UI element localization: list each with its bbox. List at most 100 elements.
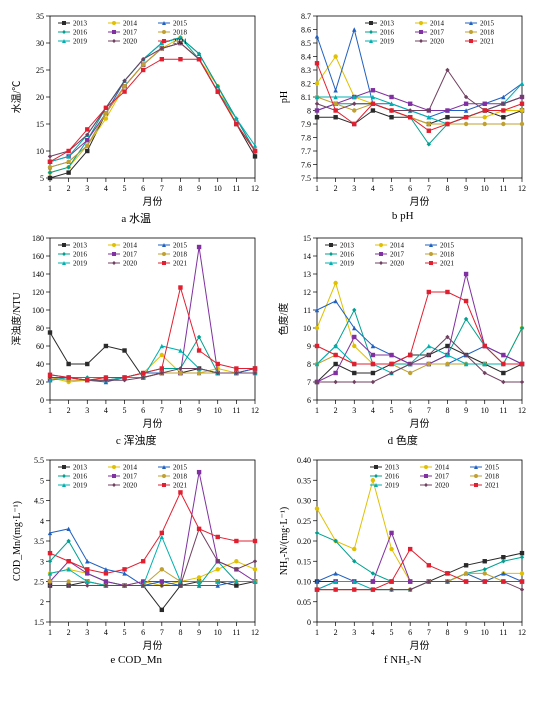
svg-text:9: 9 [307,342,311,351]
svg-text:2017: 2017 [123,29,138,37]
svg-text:35: 35 [36,12,44,21]
svg-text:浑浊度/NTU: 浑浊度/NTU [10,292,23,346]
svg-text:20: 20 [36,378,44,387]
svg-text:2013: 2013 [385,464,400,472]
svg-text:2013: 2013 [380,20,395,28]
svg-text:0.10: 0.10 [297,578,311,587]
svg-text:2021: 2021 [173,38,188,46]
svg-text:2017: 2017 [435,473,450,481]
svg-text:2: 2 [333,184,337,193]
svg-text:2014: 2014 [123,242,138,250]
svg-text:11: 11 [499,628,507,637]
svg-text:1: 1 [315,628,319,637]
svg-text:1: 1 [315,406,319,415]
svg-text:2015: 2015 [173,242,188,250]
caption-a: a 水温 [8,210,265,226]
svg-text:4: 4 [104,628,108,637]
svg-text:3: 3 [352,628,356,637]
svg-text:月份: 月份 [409,196,429,208]
svg-text:2.5: 2.5 [34,578,44,587]
svg-text:月份: 月份 [143,196,163,208]
svg-text:月份: 月份 [143,418,163,430]
svg-text:9: 9 [197,184,201,193]
svg-text:1: 1 [48,406,52,415]
svg-text:水温/℃: 水温/℃ [11,81,23,114]
svg-text:2: 2 [67,406,71,415]
svg-text:4: 4 [40,517,44,526]
svg-text:2020: 2020 [123,260,138,268]
svg-text:4.5: 4.5 [34,497,44,506]
svg-text:10: 10 [480,184,488,193]
svg-text:1.5: 1.5 [34,618,44,627]
svg-text:2017: 2017 [430,29,445,37]
svg-text:120: 120 [32,288,44,297]
svg-text:7.9: 7.9 [301,120,311,129]
svg-text:2019: 2019 [385,482,400,490]
svg-text:7: 7 [160,628,164,637]
svg-text:8.7: 8.7 [301,12,311,21]
svg-text:2013: 2013 [73,242,88,250]
svg-text:11: 11 [233,184,241,193]
svg-text:10: 10 [480,406,488,415]
svg-text:2: 2 [40,598,44,607]
svg-text:2: 2 [67,628,71,637]
svg-text:5: 5 [123,184,127,193]
svg-text:COD_Mn/(mg·L⁻¹): COD_Mn/(mg·L⁻¹) [12,501,23,581]
svg-text:1: 1 [48,184,52,193]
svg-text:14: 14 [303,252,311,261]
panel-e: 1.522.533.544.555.5123456789101112月份COD_… [8,452,265,670]
svg-text:4: 4 [370,406,374,415]
svg-text:20: 20 [36,93,44,102]
svg-text:10: 10 [214,406,222,415]
svg-text:40: 40 [36,360,44,369]
caption-b: b pH [275,210,532,222]
svg-text:160: 160 [32,252,44,261]
svg-text:9: 9 [464,628,468,637]
svg-text:12: 12 [251,628,259,637]
svg-text:2020: 2020 [430,38,445,46]
svg-text:2013: 2013 [340,242,355,250]
svg-text:2020: 2020 [123,38,138,46]
svg-text:13: 13 [303,270,311,279]
svg-text:11: 11 [233,406,241,415]
svg-text:12: 12 [303,288,311,297]
svg-text:2019: 2019 [73,38,88,46]
svg-text:180: 180 [32,234,44,243]
svg-text:8: 8 [445,184,449,193]
svg-text:2020: 2020 [435,482,450,490]
svg-text:2: 2 [333,628,337,637]
svg-text:月份: 月份 [409,640,429,652]
svg-text:2016: 2016 [73,29,88,37]
svg-text:5.5: 5.5 [34,456,44,465]
svg-text:12: 12 [518,184,526,193]
svg-text:8.6: 8.6 [301,26,311,35]
svg-text:2021: 2021 [480,38,495,46]
panel-d: 6789101112131415123456789101112月份色度/度201… [275,230,532,448]
svg-text:11: 11 [233,628,241,637]
svg-text:2015: 2015 [485,464,500,472]
svg-text:2014: 2014 [123,20,138,28]
svg-text:0.20: 0.20 [297,537,311,546]
svg-text:0: 0 [40,396,44,405]
svg-text:2014: 2014 [123,464,138,472]
svg-text:2019: 2019 [73,260,88,268]
svg-text:2013: 2013 [73,464,88,472]
svg-text:11: 11 [499,184,507,193]
svg-text:8: 8 [178,406,182,415]
svg-text:1: 1 [48,628,52,637]
svg-text:2021: 2021 [173,260,188,268]
svg-text:10: 10 [36,147,44,156]
svg-text:10: 10 [480,628,488,637]
svg-text:pH: pH [279,91,290,103]
svg-text:5: 5 [389,184,393,193]
svg-text:2015: 2015 [480,20,495,28]
svg-text:2014: 2014 [390,242,405,250]
svg-text:2014: 2014 [430,20,445,28]
svg-text:0.30: 0.30 [297,497,311,506]
svg-text:2020: 2020 [390,260,405,268]
svg-text:NH₃-N/(mg·L⁻¹): NH₃-N/(mg·L⁻¹) [279,507,290,575]
chart-c: 020406080100120140160180123456789101112月… [8,230,265,430]
caption-e: e COD_Mn [8,654,265,666]
svg-text:5: 5 [40,476,44,485]
svg-text:2019: 2019 [73,482,88,490]
